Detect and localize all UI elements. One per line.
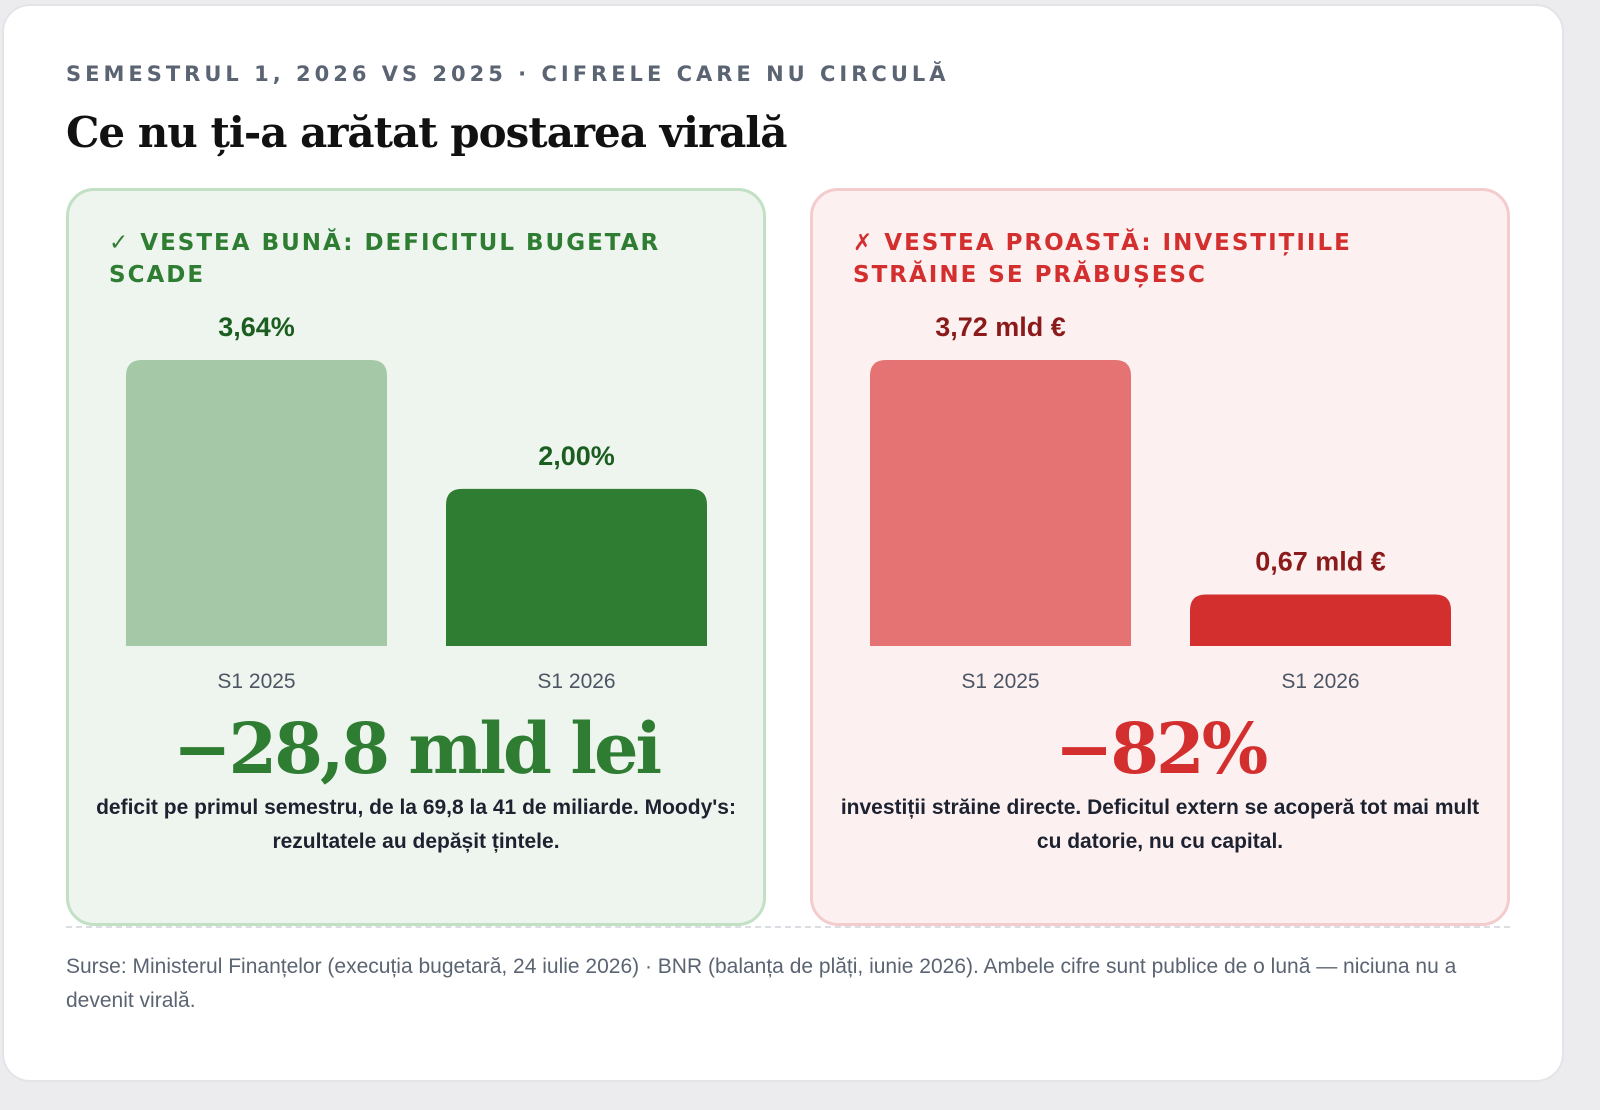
good-news-big-number: −28,8 mld lei — [172, 707, 662, 790]
sources-note: Surse: Ministerul Finanțelor (execuția b… — [66, 955, 1457, 1012]
bar-2 — [1190, 594, 1451, 646]
bad-news-description: investiții străine directe. Deficitul ex… — [840, 796, 1480, 853]
budget-deficit-chart: 3,64% S1 2025 2,00% S1 2026 — [126, 312, 707, 693]
kicker: SEMESTRUL 1, 2026 VS 2025 · CIFRELE CARE… — [66, 62, 950, 86]
data-label-1: 3,72 mld € — [935, 312, 1066, 342]
good-news-description: deficit pe primul semestru, de la 69,8 l… — [96, 796, 736, 853]
bar-1 — [870, 360, 1131, 646]
data-label-2: 2,00% — [538, 441, 615, 471]
data-label-2: 0,67 mld € — [1255, 546, 1386, 576]
bad-news-panel: ✗ VESTEA PROASTĂ: INVESTIȚIILE STRĂINE S… — [810, 188, 1510, 926]
bad-news-big-number: −82% — [1054, 707, 1269, 790]
bar-1 — [126, 360, 387, 646]
category-label-1: S1 2025 — [961, 670, 1039, 693]
category-label-1: S1 2025 — [217, 670, 295, 693]
category-label-2: S1 2026 — [537, 670, 615, 693]
fdi-chart: 3,72 mld € S1 2025 0,67 mld € S1 2026 — [870, 312, 1451, 693]
bar-2 — [446, 488, 707, 646]
bad-news-heading: ✗ VESTEA PROASTĂ: INVESTIȚIILE STRĂINE S… — [853, 230, 1352, 288]
data-label-1: 3,64% — [218, 312, 295, 342]
good-news-panel: ✓ VESTEA BUNĂ: DEFICITUL BUGETAR SCADE 3… — [66, 188, 766, 926]
good-news-heading: ✓ VESTEA BUNĂ: DEFICITUL BUGETAR SCADE — [109, 230, 661, 288]
page-title: Ce nu ți-a arătat postarea virală — [66, 108, 787, 157]
infographic-card: SEMESTRUL 1, 2026 VS 2025 · CIFRELE CARE… — [2, 4, 1564, 1082]
footer-divider — [66, 926, 1510, 928]
category-label-2: S1 2026 — [1281, 670, 1359, 693]
